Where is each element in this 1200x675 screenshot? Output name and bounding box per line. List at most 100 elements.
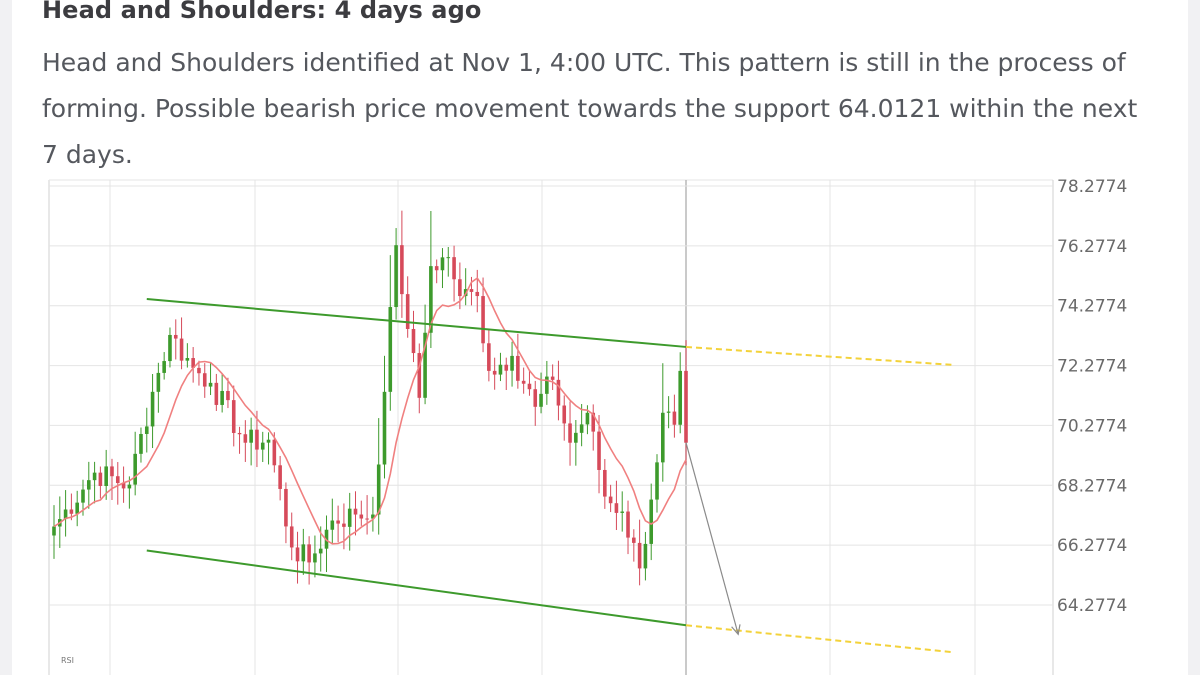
candle-body (684, 370, 688, 443)
candle-body (365, 518, 369, 520)
candle-body (672, 411, 677, 425)
candle-body (492, 370, 497, 375)
candle-body (504, 364, 509, 371)
candle-body (179, 338, 184, 361)
candle-body (527, 383, 532, 390)
candle-body (237, 432, 242, 435)
y-tick-label: 74.2774 (1057, 297, 1127, 317)
candle-body (371, 514, 375, 519)
candle-body (568, 423, 572, 443)
candle-body (440, 257, 445, 271)
candle-body (249, 429, 253, 443)
candle-body (121, 483, 126, 489)
candle-body (411, 328, 416, 354)
candle-body (318, 548, 323, 554)
candle-body (632, 537, 636, 543)
candle-body (608, 496, 613, 504)
candle-body (603, 469, 607, 497)
candle-body (446, 257, 451, 259)
y-tick-label: 70.2774 (1057, 416, 1127, 436)
candle-body (550, 376, 555, 380)
candle-body (469, 289, 474, 292)
price-axis: 78.2774 76.2774 74.2774 72.2774 70.2774 68.27… (61, 177, 1127, 665)
candle-body (579, 424, 584, 433)
resistance-line (146, 298, 687, 348)
candle-body (313, 553, 317, 563)
candle-body (214, 382, 219, 405)
candle-body (191, 358, 195, 368)
candle-body (347, 508, 352, 527)
candle-body (98, 472, 103, 486)
candle-body (110, 466, 114, 477)
candle-body (272, 439, 277, 466)
chart-grid (48, 179, 1054, 675)
pattern-description: Head and Shoulders identified at Nov 1, … (42, 48, 1138, 169)
candle-body (307, 544, 311, 563)
candle-body (655, 462, 659, 500)
candle-body (162, 361, 166, 373)
candle-body (574, 432, 578, 443)
candle-body (81, 489, 85, 503)
candle-body (150, 391, 155, 427)
candle-body (661, 412, 665, 463)
candle-body (295, 547, 300, 562)
candle-body (173, 334, 178, 339)
candle-body (539, 393, 543, 407)
candle-body (185, 358, 190, 361)
candle-body (144, 426, 149, 434)
candle-body (452, 257, 456, 280)
candle-body (429, 266, 433, 333)
candle-body (92, 472, 97, 481)
pattern-card: Head and Shoulders: 4 days ago Head and … (12, 0, 1188, 675)
pattern-title: Head and Shoulders: 4 days ago (42, 0, 482, 24)
candle-body (498, 364, 503, 375)
candle-body (620, 511, 625, 513)
candle-body (487, 343, 491, 371)
candle-body (336, 520, 340, 524)
candle-body (255, 429, 259, 450)
candle-body (243, 434, 248, 443)
candle-body (115, 476, 120, 484)
forecast-arrow-head (731, 624, 741, 636)
y-tick-label: 76.2774 (1057, 237, 1127, 257)
candle-body (556, 379, 561, 406)
candle-body (284, 488, 288, 527)
moving-average (53, 276, 687, 545)
candle-body (678, 370, 682, 425)
candle-body (516, 355, 520, 381)
support-line (146, 549, 687, 627)
candle-body (168, 334, 172, 362)
forecast-arrow (685, 442, 739, 635)
candle-body (545, 376, 549, 394)
candle-body (197, 367, 201, 374)
candle-body (510, 355, 514, 371)
candle-body (614, 503, 619, 513)
support-projection (685, 624, 953, 654)
candle-body (591, 412, 596, 432)
candle-body (231, 400, 236, 433)
moving-average-line (53, 276, 687, 545)
candle-body (585, 412, 590, 425)
candle-body (434, 266, 439, 271)
candle-body (637, 542, 642, 569)
candle-body (376, 464, 381, 515)
candle-body (481, 296, 485, 344)
candle-body (400, 245, 404, 295)
candle-body (52, 526, 56, 536)
candle-body (649, 499, 654, 544)
y-tick-label: 64.2774 (1057, 596, 1127, 616)
candle-body (330, 520, 335, 530)
candle-body (382, 391, 387, 465)
candle-body (69, 509, 74, 514)
y-tick-label: 78.2774 (1057, 177, 1127, 197)
candle-body (394, 245, 398, 308)
candle-body (226, 390, 230, 401)
candle-body (359, 514, 364, 519)
candle-body (666, 411, 671, 413)
candle-body (475, 291, 480, 297)
y-tick-label: 66.2774 (1057, 536, 1127, 556)
candle-body (75, 502, 79, 514)
candle-body (133, 453, 137, 485)
candle-body (63, 509, 68, 520)
